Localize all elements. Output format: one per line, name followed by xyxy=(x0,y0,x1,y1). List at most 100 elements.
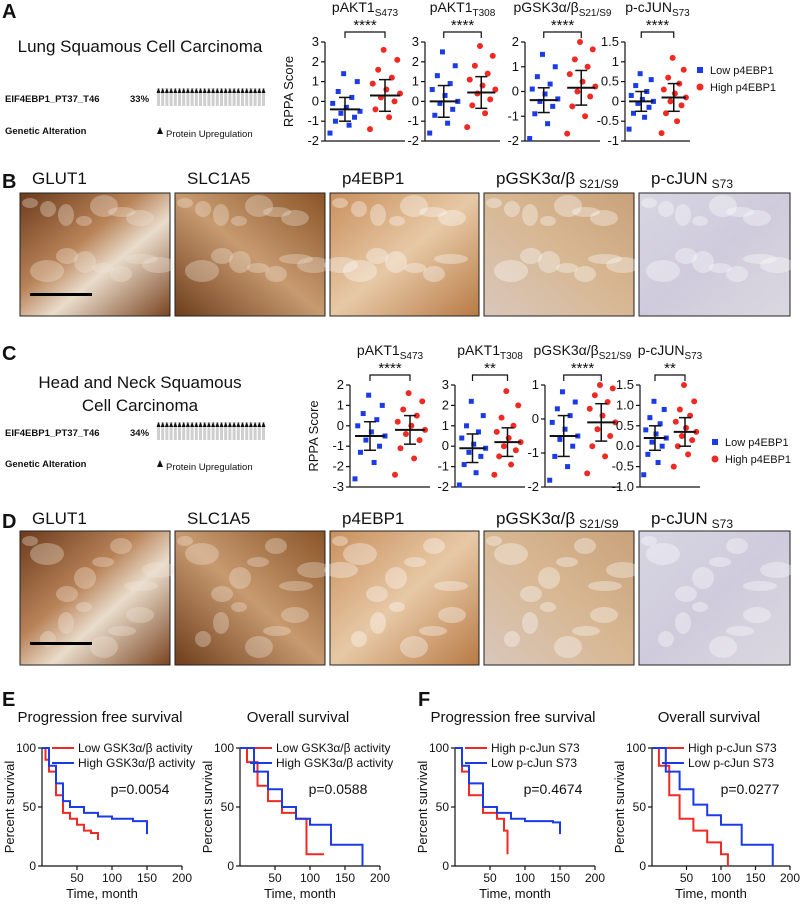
tissue-texture xyxy=(108,207,136,217)
x-tick-label: 200 xyxy=(585,871,605,885)
y-tick-label: 0 xyxy=(312,93,319,108)
tissue-texture xyxy=(675,612,691,634)
upregulation-marker xyxy=(156,422,161,427)
data-point xyxy=(357,449,363,455)
upregulation-marker xyxy=(257,422,262,427)
y-tick-label: 0 xyxy=(442,859,449,873)
upregulation-marker xyxy=(223,422,228,427)
legend-label: High GSK3α/β activity xyxy=(78,756,195,770)
oncoprint-cell xyxy=(215,88,219,106)
ihc-label: pGSK3α/β S21/S9 xyxy=(496,509,619,531)
data-point xyxy=(380,46,387,53)
cancer-title: Lung Squamous Cell Carcinoma xyxy=(18,37,263,56)
oncoprint-cell xyxy=(194,88,198,106)
data-point xyxy=(584,470,591,477)
gene-label: EIF4EBP1_PT37_T46 xyxy=(5,94,100,105)
data-point xyxy=(594,426,601,433)
tissue-texture xyxy=(743,254,777,264)
tissue-texture xyxy=(332,536,348,546)
data-point xyxy=(366,392,372,398)
data-point xyxy=(374,417,380,423)
significance: ** xyxy=(484,360,496,377)
oncoprint-cell xyxy=(207,88,211,106)
significance-bracket xyxy=(543,31,582,38)
data-point xyxy=(466,76,473,83)
data-point xyxy=(355,423,361,429)
y-tick-label: 1 xyxy=(412,74,419,89)
data-point xyxy=(386,114,393,121)
y-axis-label: Percent survival xyxy=(612,761,627,854)
significance: ** xyxy=(664,360,676,377)
upregulation-marker xyxy=(169,422,174,427)
chart-title: Progression free survival xyxy=(430,709,595,726)
panel-label: B xyxy=(2,171,16,193)
tissue-texture xyxy=(709,195,737,217)
ihc-label: p4EBP1 xyxy=(342,509,404,528)
upregulation-marker xyxy=(211,422,216,427)
tissue-texture xyxy=(538,567,560,589)
ihc-image xyxy=(329,530,480,666)
data-point xyxy=(609,385,616,392)
data-point xyxy=(549,419,555,425)
chart-title-sub: S21/S9 xyxy=(599,351,632,362)
oncoprint-cell xyxy=(157,422,160,440)
ihc-label-main: p-cJUN xyxy=(651,169,708,188)
tissue-texture xyxy=(90,636,118,658)
data-point xyxy=(360,411,366,417)
upregulation-marker xyxy=(248,88,253,93)
upregulation-marker xyxy=(227,422,232,427)
legend-marker xyxy=(711,455,719,463)
oncoprint-cell xyxy=(186,422,190,440)
data-point xyxy=(653,431,659,437)
tissue-texture xyxy=(540,602,556,612)
oncoprint-cell xyxy=(161,88,165,106)
data-point xyxy=(665,74,672,81)
y-tick-label: 0 xyxy=(412,93,419,108)
survival-curve xyxy=(455,747,509,855)
tissue-texture xyxy=(385,567,407,589)
y-tick-label: 2 xyxy=(312,54,319,69)
chart-title-sub: S473 xyxy=(375,8,399,19)
x-tick-label: 50 xyxy=(483,871,497,885)
tissue-texture xyxy=(540,216,556,226)
data-point xyxy=(626,126,632,132)
y-tick-label: 0 xyxy=(512,84,519,99)
data-point xyxy=(496,453,503,460)
upregulation-marker xyxy=(194,88,199,93)
upregulation-marker xyxy=(173,88,178,93)
data-point xyxy=(562,426,568,432)
legend-label: High GSK3α/β activity xyxy=(276,756,393,770)
chart-title-main: pAKT1 xyxy=(357,342,400,358)
data-point xyxy=(500,443,507,450)
chart-title-sub: S73 xyxy=(684,351,702,362)
tissue-texture xyxy=(263,626,291,636)
upregulation-marker xyxy=(160,88,165,93)
tissue-texture xyxy=(588,254,622,264)
data-point xyxy=(450,106,456,112)
data-point xyxy=(554,406,560,412)
upregulation-marker xyxy=(206,88,211,93)
data-point xyxy=(667,98,674,105)
data-point xyxy=(659,443,665,449)
data-point xyxy=(571,56,578,63)
y-tick-label: 0 xyxy=(337,418,344,433)
data-point xyxy=(335,89,341,94)
data-point xyxy=(660,86,667,93)
oncoprint-cell xyxy=(220,422,223,440)
upregulation-marker xyxy=(236,88,241,93)
tissue-texture xyxy=(126,210,154,226)
tissue-texture xyxy=(211,586,233,602)
tissue-texture xyxy=(231,216,247,226)
data-point xyxy=(674,118,681,125)
y-tick-label: -2 xyxy=(407,133,419,148)
tissue-texture xyxy=(400,195,428,217)
ihc-label-main: pGSK3α/β xyxy=(496,509,575,528)
tissue-texture xyxy=(332,198,348,208)
tissue-texture xyxy=(423,266,445,282)
y-tick-label: 0.5 xyxy=(601,74,619,89)
data-point xyxy=(491,471,498,478)
scale-bar xyxy=(30,642,92,645)
data-point xyxy=(532,111,538,117)
data-point xyxy=(572,399,578,405)
tissue-texture xyxy=(504,631,520,647)
